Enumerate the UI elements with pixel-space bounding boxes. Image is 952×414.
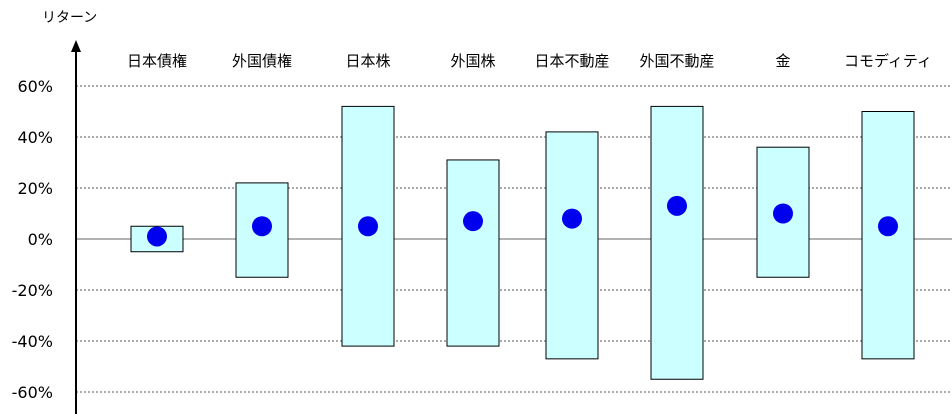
category-label: 金	[775, 52, 790, 70]
category-label: 日本不動産	[534, 52, 609, 70]
expected-return-point	[773, 203, 793, 224]
expected-return-point	[878, 216, 898, 237]
category-label: コモディティ	[844, 52, 932, 70]
category-label: 外国不動産	[639, 52, 714, 70]
y-tick-label: 0%	[28, 230, 53, 249]
range-box	[545, 131, 599, 360]
tick-layer: 60% 40% 20% 0% -20% -40% -60%	[12, 77, 53, 402]
category-label: 外国債権	[232, 52, 292, 70]
category-label: 日本債権	[127, 52, 187, 70]
y-tick-label: -40%	[12, 332, 53, 351]
y-tick-label: 40%	[17, 128, 53, 147]
range-box	[650, 105, 704, 380]
y-tick-label: 20%	[17, 179, 53, 198]
marker-layer	[147, 195, 898, 247]
expected-return-point	[667, 195, 687, 216]
expected-return-point	[358, 216, 378, 237]
y-tick-label: -20%	[12, 281, 53, 300]
box-layer	[130, 105, 915, 380]
y-axis-title: リターン	[42, 10, 97, 26]
expected-return-point	[562, 208, 582, 229]
y-axis-arrow-icon	[71, 40, 81, 52]
category-label: 外国株	[450, 52, 495, 70]
y-tick-label: 60%	[17, 77, 53, 96]
axis-layer	[71, 40, 81, 414]
y-tick-label: -60%	[12, 383, 53, 402]
range-box	[446, 159, 500, 347]
expected-return-point	[147, 226, 167, 247]
grid-layer	[76, 85, 952, 393]
expected-return-point	[463, 211, 483, 232]
expected-return-point	[252, 216, 272, 237]
category-label: 日本株	[345, 52, 390, 70]
category-layer: 日本債権 外国債権 日本株 外国株 日本不動産 外国不動産 金 コモディティ	[127, 52, 932, 70]
